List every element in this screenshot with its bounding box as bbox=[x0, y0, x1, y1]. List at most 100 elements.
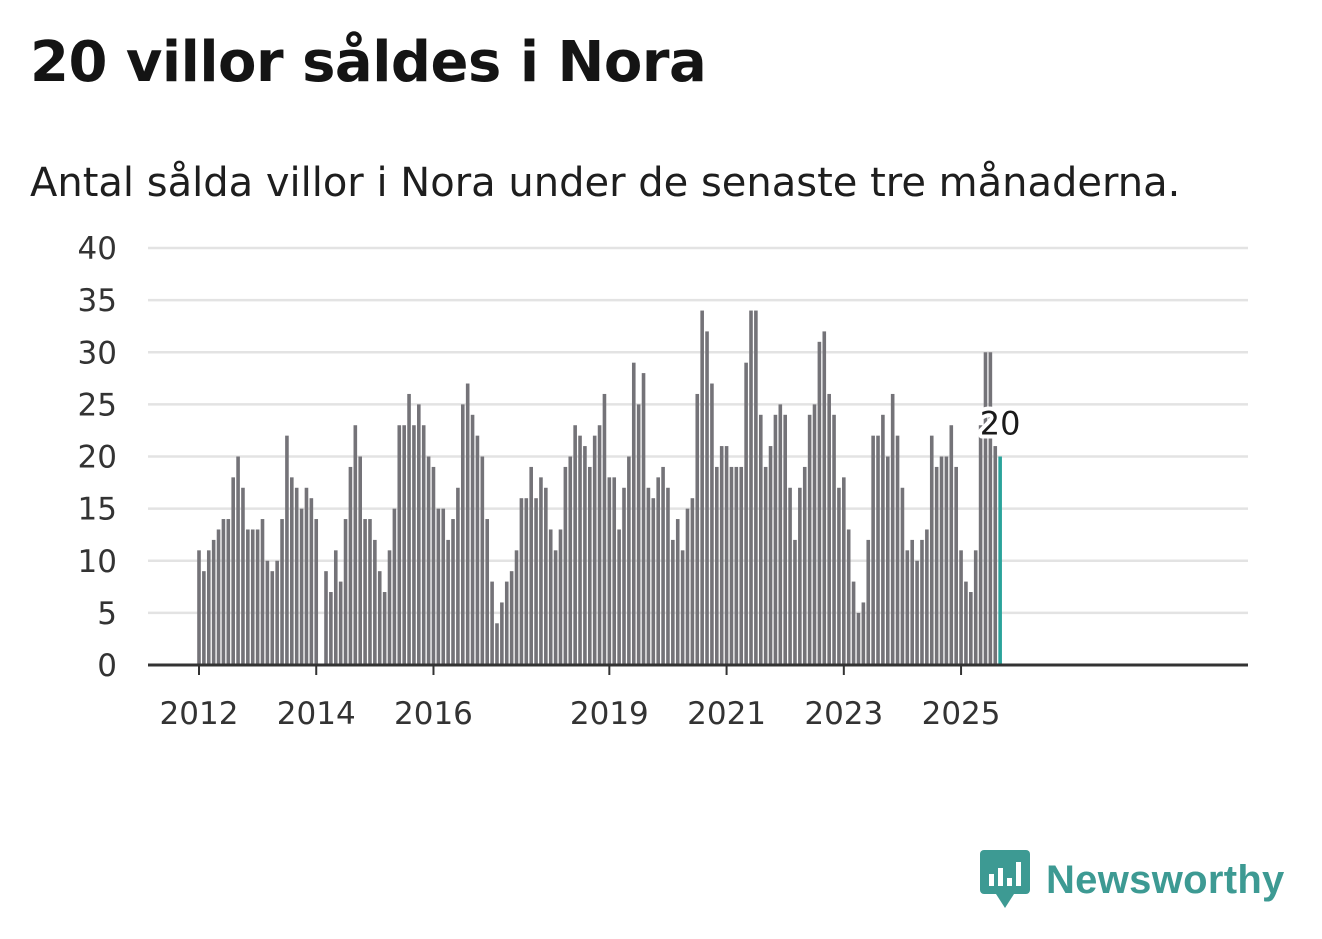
bar bbox=[978, 425, 983, 665]
bar bbox=[666, 487, 670, 665]
bar bbox=[407, 393, 411, 665]
bar bbox=[270, 571, 275, 665]
bar bbox=[802, 466, 807, 665]
y-tick-label: 30 bbox=[78, 335, 117, 371]
bar bbox=[534, 498, 538, 665]
bar bbox=[578, 435, 582, 665]
bar bbox=[514, 550, 519, 665]
bar bbox=[548, 529, 553, 665]
bar bbox=[568, 456, 573, 665]
bar bbox=[275, 560, 279, 665]
bar bbox=[421, 425, 426, 665]
bar bbox=[202, 571, 206, 665]
bar bbox=[304, 487, 309, 665]
bar bbox=[509, 571, 514, 665]
bar bbox=[236, 456, 240, 665]
bar bbox=[837, 487, 841, 665]
bar bbox=[734, 466, 739, 665]
bar bbox=[329, 592, 333, 665]
bar bbox=[939, 456, 944, 665]
bar bbox=[871, 435, 875, 665]
bar bbox=[851, 581, 856, 665]
bar bbox=[934, 466, 939, 665]
bar bbox=[500, 602, 504, 665]
bar bbox=[412, 425, 416, 665]
bar bbox=[832, 414, 836, 665]
x-tick-label: 2014 bbox=[277, 696, 356, 732]
bar bbox=[368, 519, 372, 665]
bar bbox=[573, 425, 577, 665]
bar bbox=[250, 529, 255, 665]
bar bbox=[431, 466, 436, 665]
bar bbox=[290, 477, 294, 665]
bar bbox=[705, 331, 709, 665]
annotation: 20 bbox=[976, 401, 1025, 447]
bar bbox=[426, 456, 431, 665]
bar bbox=[460, 404, 465, 666]
y-axis: 0 5 10 15 20 25 30 35 40 bbox=[78, 231, 117, 684]
bar bbox=[690, 498, 695, 665]
bar bbox=[905, 550, 910, 665]
bar bbox=[744, 362, 748, 665]
bar bbox=[983, 352, 988, 665]
bar bbox=[504, 581, 509, 665]
bar bbox=[876, 435, 880, 665]
bar bbox=[798, 487, 802, 665]
bar bbox=[715, 466, 719, 665]
bar bbox=[446, 539, 450, 665]
bar bbox=[988, 352, 993, 665]
bar bbox=[216, 529, 221, 665]
bar bbox=[553, 550, 558, 665]
bar bbox=[846, 529, 851, 665]
bar bbox=[563, 466, 568, 665]
bar bbox=[700, 310, 704, 665]
bar bbox=[402, 425, 406, 665]
bar bbox=[495, 623, 499, 665]
x-tick-label: 2023 bbox=[804, 696, 883, 732]
bar bbox=[885, 456, 890, 665]
bar bbox=[973, 550, 978, 665]
bar bbox=[451, 519, 455, 665]
bar bbox=[954, 466, 958, 665]
bar bbox=[392, 508, 397, 666]
bar bbox=[856, 612, 861, 666]
bar bbox=[309, 498, 314, 665]
bar bbox=[343, 519, 348, 665]
newsworthy-logo: Newsworthy bbox=[980, 850, 1285, 910]
bar bbox=[915, 560, 919, 665]
bar bbox=[441, 508, 446, 666]
x-tick-label: 2021 bbox=[687, 696, 766, 732]
bar bbox=[338, 581, 343, 665]
bar bbox=[197, 550, 201, 665]
bar bbox=[925, 529, 929, 665]
bar bbox=[221, 519, 226, 665]
bar bbox=[890, 393, 895, 665]
y-tick-label: 15 bbox=[78, 492, 117, 528]
bar bbox=[231, 477, 235, 665]
bar bbox=[646, 487, 651, 665]
x-tick-label: 2025 bbox=[922, 696, 1001, 732]
bar bbox=[807, 414, 812, 665]
bar bbox=[588, 466, 592, 665]
bar bbox=[656, 477, 660, 665]
bar bbox=[583, 446, 587, 665]
bar bbox=[333, 550, 338, 665]
bar bbox=[651, 498, 656, 665]
bar bbox=[539, 477, 543, 665]
chart-title: 20 villor såldes i Nora bbox=[30, 30, 707, 95]
bar bbox=[592, 435, 597, 665]
bar bbox=[910, 539, 915, 665]
bar bbox=[964, 581, 968, 665]
x-tick-label: 2016 bbox=[394, 696, 473, 732]
bar bbox=[397, 425, 402, 665]
bar bbox=[861, 602, 866, 665]
bar bbox=[490, 581, 494, 665]
bar bbox=[900, 487, 905, 665]
bar bbox=[363, 519, 367, 665]
y-tick-label: 20 bbox=[78, 440, 117, 476]
bar bbox=[866, 539, 871, 665]
bar bbox=[387, 550, 392, 665]
bar bbox=[285, 435, 289, 665]
bar bbox=[280, 519, 284, 665]
